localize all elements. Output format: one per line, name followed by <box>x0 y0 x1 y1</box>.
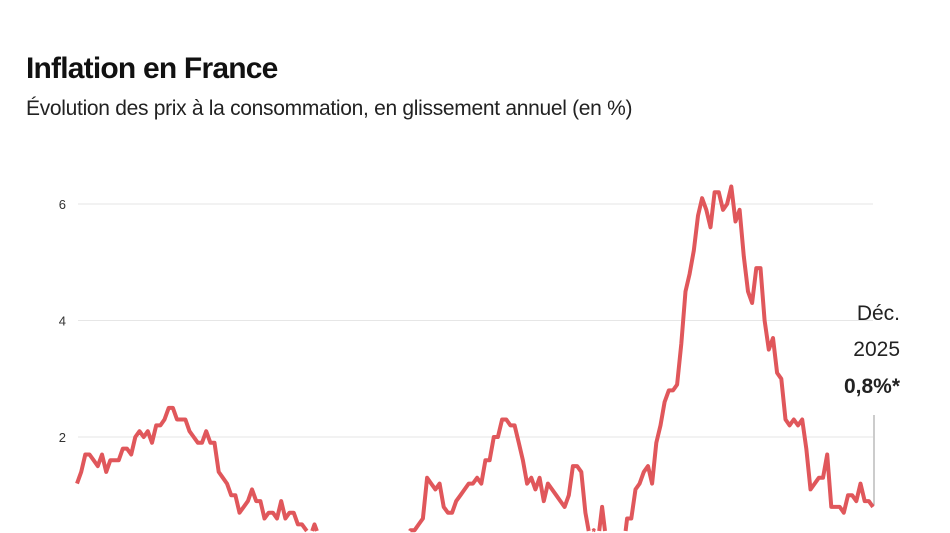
chart-title: Inflation en France <box>26 52 278 85</box>
annotation-year: 2025 <box>853 338 900 361</box>
series-line-inflation <box>75 184 875 533</box>
y-tick-label: 4 <box>59 314 66 329</box>
y-tick-label: 2 <box>59 430 66 445</box>
annotation-value: 0,8%* <box>844 375 901 398</box>
annotation-month: Déc. <box>857 302 900 325</box>
y-tick-label: 6 <box>59 197 66 212</box>
chart-subtitle: Évolution des prix à la consommation, en… <box>26 97 633 120</box>
